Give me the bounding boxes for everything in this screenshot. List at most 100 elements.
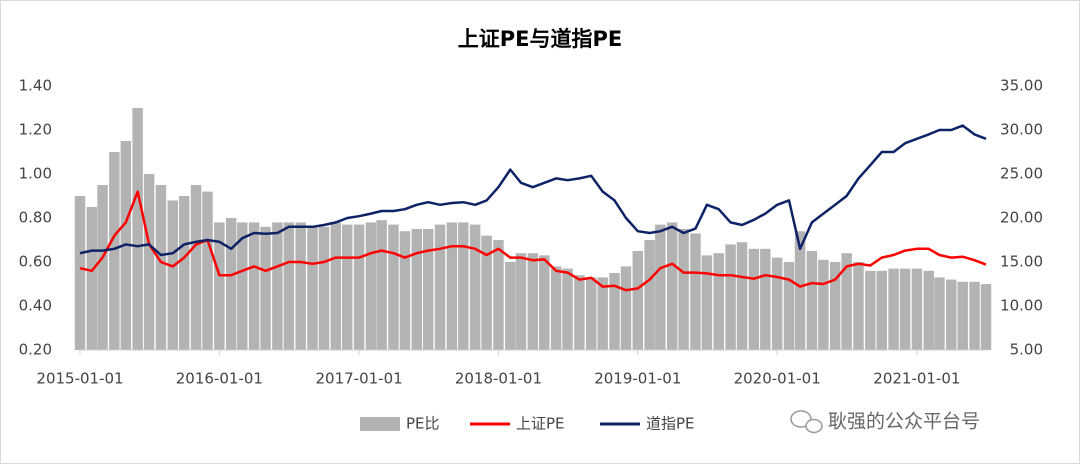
bar [888, 268, 899, 350]
x-tick-label: 2020-01-01 [734, 370, 821, 388]
bar [957, 281, 968, 350]
bar [899, 268, 911, 350]
bar [422, 229, 434, 350]
line [79, 124, 987, 257]
bar [574, 275, 585, 350]
bar [283, 222, 295, 350]
bar [818, 259, 829, 350]
bar [527, 253, 539, 350]
bar [365, 222, 377, 350]
bar [179, 196, 190, 350]
bar [783, 262, 795, 350]
bar [934, 277, 945, 350]
bar [515, 253, 527, 350]
bar [202, 191, 213, 350]
bar [505, 262, 516, 350]
bar [190, 185, 202, 350]
bar [330, 222, 342, 350]
bar [376, 220, 387, 350]
bar [434, 224, 446, 350]
bar [701, 255, 713, 350]
bar [923, 270, 934, 350]
bar [260, 226, 271, 350]
bar [469, 224, 481, 350]
legend-swatch [360, 417, 400, 431]
bar [481, 235, 492, 350]
x-tick-label: 2021-01-01 [873, 370, 960, 388]
bar [109, 152, 120, 350]
bar [806, 251, 818, 350]
bar [272, 222, 283, 350]
legend-label: 上证PE [516, 415, 565, 433]
x-tick-label: 2019-01-01 [594, 370, 681, 388]
y2-tick-label: 35.00 [1000, 77, 1043, 95]
bar [760, 248, 771, 350]
bar [225, 218, 237, 350]
bar [86, 207, 98, 350]
y2-tick-label: 20.00 [1000, 209, 1043, 227]
y-tick-label: 1.20 [19, 121, 52, 139]
lines [79, 124, 987, 292]
bar [736, 242, 748, 350]
bar [74, 196, 86, 350]
bar [388, 224, 399, 350]
bar [132, 108, 143, 350]
bar [609, 273, 620, 350]
bar [143, 174, 155, 350]
bar [214, 222, 225, 350]
bar [295, 222, 306, 350]
bar [411, 229, 422, 350]
bar [911, 268, 923, 350]
bar [597, 277, 608, 350]
bar [620, 266, 632, 350]
bar [318, 226, 330, 350]
bar [493, 240, 504, 350]
legend-label: PE比 [406, 415, 440, 433]
x-tick-label: 2018-01-01 [455, 370, 542, 388]
watermark: 耿强的公众平台号 [828, 411, 980, 433]
y2-tick-label: 30.00 [1000, 121, 1043, 139]
y2-tick-label: 10.00 [1000, 297, 1043, 315]
bar [458, 222, 469, 350]
bar [969, 281, 980, 350]
bar [725, 244, 736, 350]
x-tick-label: 2016-01-01 [176, 370, 263, 388]
bar [353, 224, 365, 350]
bar [307, 226, 318, 350]
y-tick-label: 1.00 [19, 165, 52, 183]
bar [876, 270, 887, 350]
bar [829, 262, 841, 350]
bar [644, 240, 655, 350]
line [79, 190, 987, 292]
bar [666, 222, 678, 350]
bar [655, 224, 666, 350]
bar [97, 185, 108, 350]
bar [690, 233, 701, 350]
y2-tick-label: 15.00 [1000, 253, 1043, 271]
x-tick-label: 2017-01-01 [315, 370, 402, 388]
bar [585, 277, 597, 350]
y2-tick-label: 5.00 [1010, 341, 1043, 359]
bar [771, 257, 783, 350]
watermark-icon [790, 410, 823, 434]
bar [980, 284, 992, 350]
bar [562, 268, 573, 350]
bar [946, 279, 957, 350]
bar [237, 222, 248, 350]
bar [550, 266, 562, 350]
bar [853, 262, 864, 350]
bar [748, 248, 760, 350]
legend-label: 道指PE [646, 415, 695, 433]
bar [248, 222, 260, 350]
y-tick-label: 0.20 [19, 341, 52, 359]
bar [794, 231, 806, 350]
y-tick-label: 1.40 [19, 77, 52, 95]
bar [678, 229, 689, 350]
y-tick-label: 0.40 [19, 297, 52, 315]
bar [155, 185, 167, 350]
bar [539, 255, 550, 350]
x-tick-label: 2015-01-01 [36, 370, 123, 388]
chart-title: 上证PE与道指PE [458, 27, 622, 51]
bar [865, 270, 876, 350]
y-tick-label: 0.80 [19, 209, 52, 227]
